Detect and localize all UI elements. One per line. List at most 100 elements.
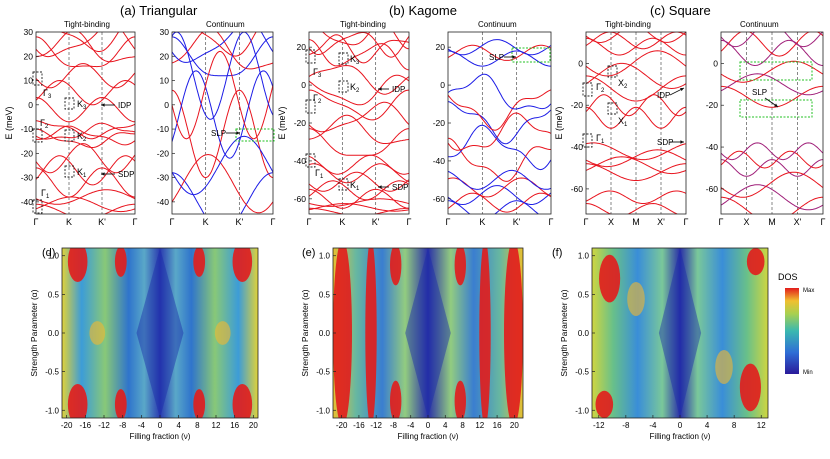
y-tick-label: 20 — [297, 42, 307, 52]
heatmap-panel-e: -20 -16 -12 -8 -4 0 4 8 12 16 20 -1.0 -0.5 0.0 0.5 1.0 F… — [300, 247, 524, 441]
band-line — [309, 89, 409, 121]
dashed-box — [607, 65, 618, 78]
y-tick-label: 1.0 — [48, 252, 60, 261]
x-tick-label: 0 — [426, 421, 431, 430]
x-tick-label: 4 — [443, 421, 448, 430]
point-label-subscript: 2 — [356, 88, 360, 94]
x-tick-label: K' — [513, 217, 521, 227]
band-line — [721, 85, 823, 108]
band-line — [448, 137, 551, 182]
band-line — [448, 185, 551, 206]
y-tick-label: 0 — [301, 80, 306, 90]
heatmap-hotspot — [114, 248, 127, 277]
band-line — [36, 122, 135, 140]
x-tick-label: Γ — [584, 217, 589, 227]
y-tick-label: -30 — [157, 173, 170, 183]
point-label-subscript: 1 — [46, 194, 50, 200]
x-tick-label: Γ — [549, 217, 554, 227]
band-panel-c-continuum: -60 -40 -20 0 Γ X M X' Γ — [706, 31, 826, 227]
annotation-slp-b: SLP — [489, 53, 504, 62]
y-tick-label: -0.5 — [45, 368, 59, 377]
annotation-idp-c: IDP — [657, 91, 670, 100]
point-label: Γ1 — [315, 168, 324, 180]
band-line — [309, 39, 409, 71]
band-line — [36, 79, 135, 106]
subtitle-b-cont: Continuum — [478, 20, 517, 29]
band-curves — [172, 32, 273, 214]
x-tick-label: 12 — [475, 421, 484, 430]
band-line — [309, 154, 409, 175]
band-line — [309, 34, 409, 64]
subtitle-a-tb: Tight-binding — [64, 20, 110, 29]
y-tick-label: 10 — [160, 76, 170, 86]
y-axis-label: Strength Parameter (α) — [559, 289, 569, 376]
y-tick-label: 20 — [436, 42, 446, 52]
x-tick-label: 8 — [195, 421, 200, 430]
point-label: K2 — [350, 82, 360, 94]
point-label-subscript: 3 — [48, 94, 52, 100]
y-tick-label: -20 — [571, 100, 584, 110]
arrow-head — [101, 172, 105, 176]
x-tick-label: 0 — [158, 421, 163, 430]
colorbar — [785, 288, 799, 374]
x-tick-label: M — [632, 217, 640, 227]
band-line — [36, 125, 135, 146]
y-tick-label: 0 — [713, 58, 718, 68]
band-line — [586, 62, 686, 90]
dashed-box — [338, 80, 349, 93]
arrow-head — [680, 88, 684, 92]
point-label: K3 — [350, 54, 360, 66]
heatmap-body — [333, 248, 523, 418]
heatmap-hotspot — [214, 321, 231, 345]
y-tick-label: -40 — [157, 197, 170, 207]
heatmap-hotspot — [454, 380, 466, 418]
band-curves — [586, 32, 686, 214]
y-tick-label: -10 — [21, 124, 34, 134]
point-label-subscript: 3 — [356, 60, 360, 66]
annotation-slp-c: SLP — [752, 88, 767, 97]
heatmap-hotspot — [365, 248, 377, 418]
y-axis-label: E (meV) — [4, 106, 14, 139]
heatmap-core — [658, 248, 702, 418]
x-tick-label: K' — [372, 217, 380, 227]
slp-box — [739, 61, 813, 81]
band-curves — [309, 32, 409, 214]
band-line — [309, 128, 409, 156]
annotations: IDP SDP SLP IDP SDP SLP IDP SDP SLP — [118, 53, 767, 192]
heatmap-hotspot — [627, 282, 645, 316]
heatmap-core — [136, 248, 184, 418]
x-tick-label: -12 — [370, 421, 382, 430]
x-tick-label: 8 — [460, 421, 465, 430]
x-tick-label: 16 — [493, 421, 502, 430]
dashed-box — [32, 128, 43, 143]
x-tick-label: M — [768, 217, 776, 227]
band-line — [448, 112, 551, 151]
band-line — [448, 169, 551, 190]
heatmap-panel-d: -20 -16 -12 -8 -4 0 4 8 12 16 20 -1.0 -0.5 0.0 0.5 1.0 F… — [29, 247, 259, 441]
y-tick-label: -10 — [157, 124, 170, 134]
x-tick-label: Γ — [271, 217, 276, 227]
arrow-head — [101, 103, 105, 107]
y-tick-label: -0.5 — [316, 368, 330, 377]
y-tick-label: -1.0 — [575, 406, 589, 415]
x-tick-label: -8 — [622, 421, 630, 430]
point-label: Γ2 — [313, 93, 322, 105]
point-label-subscript: 1 — [83, 173, 87, 179]
y-tick-label: 0.5 — [319, 290, 331, 299]
subtitle-b-tb: Tight-binding — [340, 20, 386, 29]
heatmap-hotspot — [390, 380, 402, 418]
x-tick-label: -20 — [336, 421, 348, 430]
heatmap-hotspot — [67, 248, 88, 282]
dashed-box — [338, 52, 349, 65]
band-line — [172, 32, 273, 70]
band-curves — [36, 32, 135, 214]
band-line — [448, 44, 551, 61]
x-tick-label: Γ — [719, 217, 724, 227]
subtitle-c-cont: Continuum — [740, 20, 779, 29]
point-label: K1 — [350, 180, 360, 192]
heatmap-panel-f: -12 -8 -4 0 4 8 12 -1.0 -0.5 0.0 0.5 1.0 Filling fra… — [559, 247, 769, 441]
x-tick-label: -12 — [593, 421, 605, 430]
annotation-idp-a: IDP — [118, 101, 131, 110]
point-label: Γ1 — [41, 188, 50, 200]
x-tick-label: Γ — [170, 217, 175, 227]
